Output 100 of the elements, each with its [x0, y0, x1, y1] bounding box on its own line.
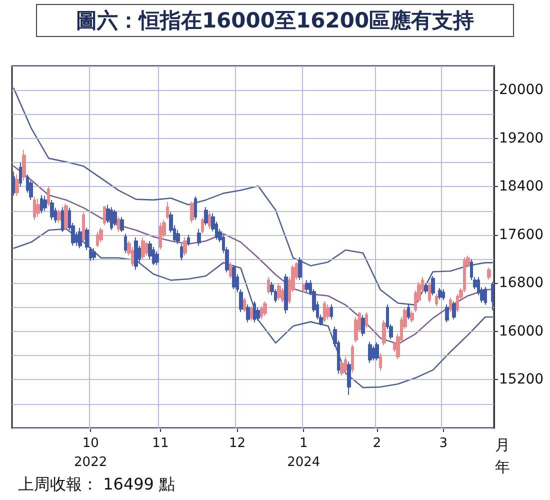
candlestick	[50, 199, 54, 220]
line-series	[13, 88, 493, 306]
candlestick	[124, 233, 127, 254]
candlestick	[250, 306, 253, 322]
candlestick	[438, 288, 442, 300]
candlestick	[180, 243, 183, 261]
candlestick	[197, 228, 201, 246]
candlestick	[452, 300, 456, 320]
candlestick	[284, 274, 288, 314]
y-tick-label: 17600	[499, 226, 544, 243]
candlestick	[442, 288, 445, 301]
candlestick	[382, 320, 386, 346]
candlestick	[267, 276, 270, 295]
candlestick	[159, 222, 162, 250]
candlestick	[117, 216, 120, 232]
candlestick	[431, 275, 435, 296]
candlestick	[96, 231, 99, 248]
y-tick-label: 20000	[499, 82, 544, 98]
candlestick	[323, 300, 326, 323]
x-tick-label: 2	[372, 436, 382, 451]
candlestick	[208, 212, 211, 230]
candlestick	[379, 352, 382, 372]
candlestick	[305, 280, 309, 293]
x-tick-label: 1 2024	[287, 436, 320, 470]
candlestick	[263, 300, 267, 316]
x-tick-label: 11	[152, 436, 169, 451]
candlestick	[120, 216, 124, 232]
y-tick-label: 16000	[499, 323, 544, 340]
candlestick	[449, 297, 452, 313]
candlestick	[141, 236, 145, 260]
candlestick	[36, 198, 40, 218]
candlestick	[92, 248, 96, 261]
candlestick	[260, 306, 263, 320]
x-axis-title: 月年	[495, 436, 510, 476]
candlestick	[407, 304, 410, 320]
text: 上周收報： 16499 點	[18, 474, 176, 494]
candlestick	[232, 264, 236, 290]
line-series	[13, 228, 493, 388]
candlestick	[484, 286, 487, 306]
candlestick	[326, 304, 330, 320]
candlestick	[491, 281, 494, 311]
candlestick	[354, 316, 358, 343]
candlestick	[145, 242, 148, 256]
candlestick	[204, 206, 208, 226]
candlestick	[365, 312, 368, 328]
candlestick	[19, 162, 22, 188]
candlestick	[64, 203, 68, 231]
candlestick	[113, 209, 117, 226]
candlestick	[277, 282, 281, 301]
candlestick	[347, 361, 351, 396]
candlestick	[487, 267, 491, 280]
candlestick	[445, 304, 449, 323]
candlestick	[15, 174, 19, 196]
candlestick	[183, 236, 187, 256]
candlestick	[57, 209, 61, 224]
candlestick	[155, 250, 159, 266]
candlestick	[351, 344, 354, 373]
y-tick-label: 15200	[499, 372, 544, 388]
candlestick	[110, 206, 113, 231]
candlestick	[12, 171, 15, 196]
candlestick	[187, 234, 190, 246]
candlestick	[330, 304, 333, 320]
candlestick	[340, 361, 344, 376]
candlestick	[134, 236, 138, 270]
candlestick	[201, 218, 204, 234]
candlestick	[229, 262, 232, 279]
y-tick-label: 18400	[499, 178, 544, 195]
candlestick	[99, 227, 103, 243]
candlestick	[82, 212, 85, 243]
candlestick	[243, 297, 246, 313]
candlestick	[166, 201, 169, 220]
candlestick	[253, 300, 256, 323]
candlestick	[61, 206, 64, 232]
candlestick	[246, 304, 250, 323]
y-tick-label: 19200	[499, 130, 544, 146]
x-tick-label: 3	[439, 436, 448, 451]
candlestick	[43, 195, 47, 212]
candlestick	[40, 194, 43, 214]
y-tick-label: 16800	[499, 275, 544, 292]
candlestick	[194, 196, 197, 220]
candlestick	[361, 314, 365, 337]
candlestick	[410, 310, 414, 323]
candlestick	[33, 196, 36, 220]
candlestick	[103, 205, 106, 226]
candlestick	[176, 230, 180, 244]
candlestick	[428, 281, 431, 304]
candlestick	[22, 149, 26, 182]
candlestick	[435, 294, 438, 307]
chart-title: 圖六：恒指在16000至16200區應有支持	[76, 8, 474, 32]
candlestick	[372, 345, 375, 361]
candlestick	[424, 282, 428, 294]
candlestick	[302, 282, 305, 293]
line-series	[13, 166, 493, 345]
candlestick	[190, 201, 194, 224]
candlestick	[78, 227, 82, 249]
candlestick	[298, 256, 302, 281]
x-tick-label: 12	[229, 436, 246, 451]
x-tick-label: 10 2022	[74, 436, 108, 470]
candlestick	[375, 342, 379, 361]
candlestick	[368, 341, 372, 364]
